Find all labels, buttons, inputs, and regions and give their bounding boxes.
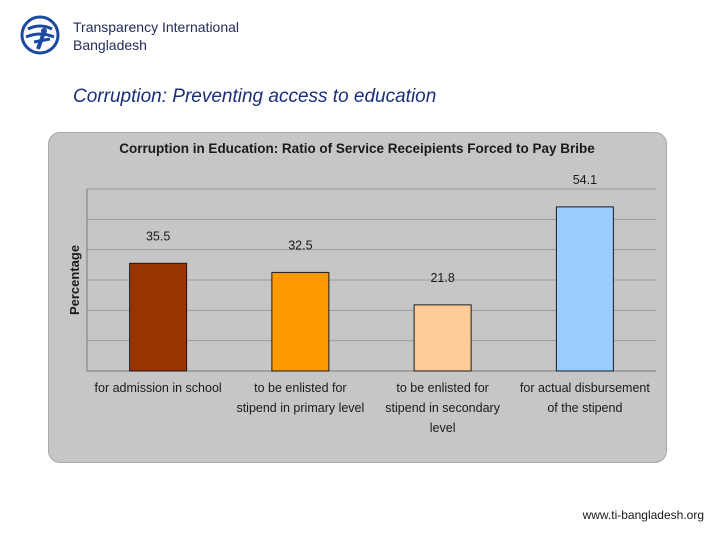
chart-panel: Corruption in Education: Ratio of Servic…: [48, 132, 667, 463]
x-tick-label: to be enlisted for stipend in secondary le…: [385, 381, 500, 435]
org-name-line-2: Bangladesh: [73, 37, 147, 53]
footer-url[interactable]: www.ti-bangladesh.org: [582, 508, 704, 522]
chart-title: Corruption in Education: Ratio of Servic…: [119, 141, 595, 156]
bar: [555, 206, 614, 372]
bar: [413, 304, 472, 372]
bar: [271, 271, 330, 372]
data-label: 54.1: [573, 173, 597, 187]
bar-chart: Corruption in Education: Ratio of Servic…: [67, 141, 656, 435]
data-label: 32.5: [288, 238, 312, 252]
organization-name: Transparency International Bangladesh: [73, 18, 239, 54]
x-tick-label: for admission in school: [95, 381, 222, 395]
ti-globe-logo-icon: [20, 15, 60, 55]
bar: [129, 262, 188, 372]
slide-title: Corruption: Preventing access to educati…: [73, 86, 437, 107]
x-tick-label: for actual disbursement of the stipend: [520, 381, 650, 415]
org-name-line-1: Transparency International: [73, 19, 240, 35]
data-label: 35.5: [146, 229, 170, 243]
x-tick-label: to be enlisted for stipend in primary lev…: [236, 381, 364, 415]
y-axis-label: Percentage: [67, 245, 82, 315]
data-label: 21.8: [430, 271, 454, 285]
